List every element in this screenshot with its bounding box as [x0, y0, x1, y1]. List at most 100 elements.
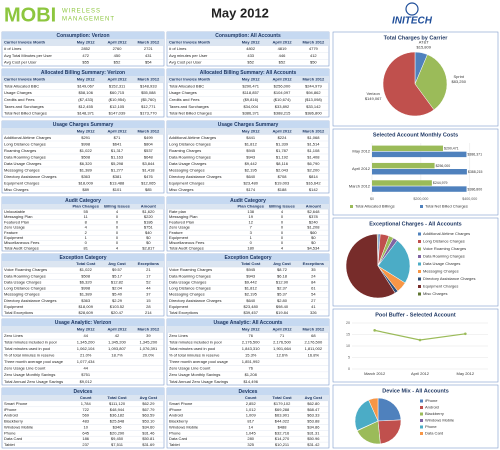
row-label: Data Usage Charges	[169, 161, 206, 166]
row-label: Messaging Charges	[169, 167, 205, 172]
column-header: April 2012	[272, 76, 292, 81]
row-label: Misc Charges	[169, 187, 193, 192]
cell: 35	[311, 267, 316, 272]
chart-title: Selected Account Monthly Costs	[373, 132, 458, 138]
cell: $1,812	[245, 141, 258, 146]
column-header: May 2012	[242, 76, 261, 81]
cell: $48,944	[110, 407, 125, 412]
cell: 81	[83, 245, 88, 250]
cell: 1,045	[246, 430, 257, 435]
row-label: Data Card	[4, 436, 22, 441]
cell: $148,933	[140, 83, 157, 88]
slice-label: Sprint	[453, 74, 464, 79]
cell: 14	[248, 424, 253, 429]
cell: $5,298	[111, 161, 124, 166]
table-title: Allocated Billing Summary: Verizon	[41, 70, 125, 76]
cell: $1,022	[80, 267, 93, 272]
cell: 21.0%	[80, 353, 92, 358]
legend-label: Data Card	[425, 431, 443, 436]
cell: $1,208	[307, 225, 320, 230]
table-title-bar	[2, 388, 164, 395]
bar-value-label: $388,215	[468, 170, 483, 174]
table-header-bar	[167, 76, 329, 83]
cell: 472	[82, 53, 89, 58]
cell: 1,345,200	[108, 339, 127, 344]
line-point	[373, 329, 376, 332]
cell: 0	[116, 219, 119, 224]
cell: 15.3%	[245, 353, 257, 358]
row-label: Total minutes included in pool	[4, 339, 57, 344]
row-label: Equipment Charges	[4, 180, 39, 185]
cell: 817	[247, 419, 254, 424]
cell: $6,320	[80, 161, 93, 166]
pie-slice	[376, 233, 379, 267]
cell: 1	[85, 235, 88, 240]
table-header-bar	[2, 326, 164, 333]
column-header: April 2012	[272, 39, 292, 44]
cell: 0	[116, 235, 119, 240]
table-title: Audit Category	[65, 198, 101, 204]
cell: 68	[311, 333, 316, 338]
cell: $10,211	[275, 442, 290, 447]
column-header: Total Cost	[107, 395, 127, 400]
legend-swatch	[420, 399, 423, 403]
row-label: Roaming Charges	[4, 148, 36, 153]
cell: 1,851,992	[242, 359, 261, 364]
bar-value-label: $244,979	[433, 181, 448, 185]
row-label: Total Net Billed Charges	[169, 111, 212, 116]
column-header: May 2012	[77, 76, 96, 81]
table-title-bar	[167, 69, 329, 76]
cell: $34.60	[142, 424, 155, 429]
line-point	[464, 332, 467, 336]
cell: $476	[144, 174, 154, 179]
legend-label: Directory Assistance Charges	[423, 276, 475, 281]
table-header-bar	[167, 261, 329, 268]
cell: $0	[311, 235, 316, 240]
cell: 326	[310, 310, 317, 315]
legend-label: Data Usage Charges	[423, 261, 460, 266]
table-header-bar	[2, 204, 164, 210]
cell: 27	[311, 298, 316, 303]
cell: $14,270	[275, 436, 290, 441]
legend-swatch	[420, 205, 423, 208]
column-header: Avg Cost	[108, 261, 126, 266]
bar-value-label: $386,371	[467, 153, 482, 157]
pie-slice	[368, 397, 379, 422]
cell: $142	[309, 187, 319, 192]
cell: 4802	[246, 46, 256, 51]
legend-swatch	[418, 277, 421, 281]
bar	[372, 186, 467, 192]
cell: $6,320	[80, 279, 93, 284]
row-label: Equipment	[169, 235, 189, 240]
cell: 39	[146, 333, 151, 338]
cell: $94,862	[306, 90, 321, 95]
column-header: April 2012	[107, 128, 127, 133]
cell: $111,120	[109, 401, 126, 406]
y-tick-label: 5	[348, 355, 350, 359]
cell: 11	[84, 214, 89, 219]
cell: 0	[116, 230, 119, 235]
pie-slice	[354, 399, 379, 431]
cell: $943	[246, 273, 256, 278]
column-header: Plan Changes	[237, 204, 264, 209]
slice-value-label: $83,250	[451, 79, 466, 84]
row-label: # of Lines	[4, 46, 21, 51]
cell: 4	[116, 245, 119, 250]
table-title-bar	[167, 388, 329, 395]
table-title-bar	[2, 254, 164, 261]
cell: $186	[144, 219, 154, 224]
cell: $641	[113, 141, 123, 146]
row-label: Long Distance Charges	[169, 286, 211, 291]
cell: 0	[85, 240, 88, 245]
column-header: March 2012	[302, 128, 325, 133]
row-label: Feature	[169, 230, 184, 235]
row-label: Total Annual Zero Usage Savings	[4, 379, 63, 384]
slice-label: Verizon	[367, 91, 380, 96]
cell: $173,770	[140, 111, 157, 116]
cell: 10	[83, 424, 88, 429]
cell: $640	[246, 174, 256, 179]
pie-slice	[377, 419, 402, 445]
client-logo-globe	[405, 2, 419, 16]
row-label: Data Card	[169, 436, 187, 441]
